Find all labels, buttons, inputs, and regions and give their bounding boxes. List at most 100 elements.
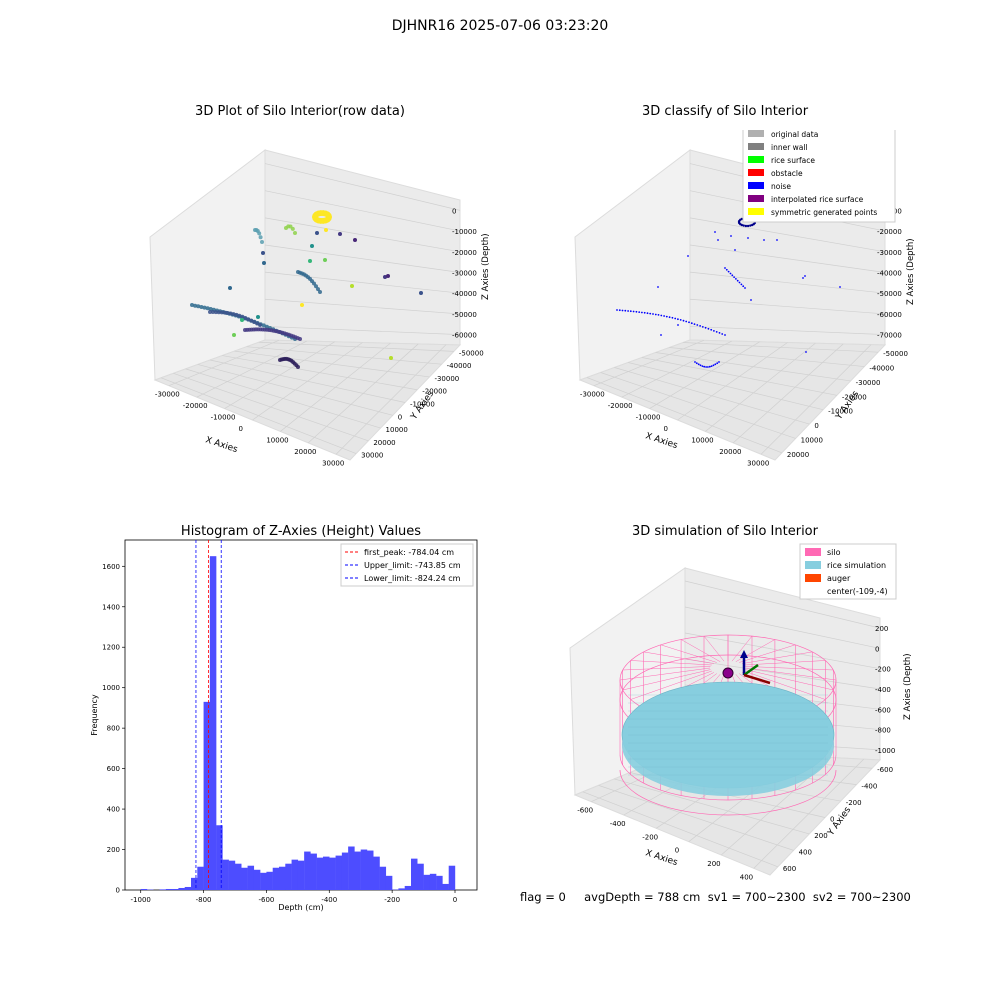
histogram-bar: [348, 846, 355, 890]
legend-label: original data: [771, 130, 818, 139]
histogram-bar: [398, 888, 405, 890]
y-tick-label: 400: [107, 806, 120, 814]
z-tick: -200: [875, 666, 891, 674]
y-tick: -10000: [828, 408, 853, 416]
histogram-bar: [297, 860, 305, 890]
x-tick-label: -800: [196, 896, 212, 904]
legend: first_peak: -784.04 cm Upper_limit: -743.…: [340, 543, 474, 587]
y-tick-labels: 30000 20000 10000 0 -10000 -20000 -30000 -40000…: [361, 349, 484, 459]
z-tick: -60000: [877, 311, 902, 319]
x-tick: 0: [239, 425, 243, 433]
z-tick: -1000: [875, 747, 895, 755]
z-tick: -20000: [877, 228, 902, 236]
histogram-bar: [360, 849, 368, 890]
x-tick: -200: [642, 833, 658, 841]
legend-label: Lower_limit: -824.24 cm: [364, 574, 461, 583]
x-tick: 400: [740, 873, 753, 880]
z-tick: -600: [875, 706, 891, 714]
z-axis-label: Z Axies (Depth): [481, 233, 491, 300]
y-tick: 600: [783, 865, 796, 873]
histogram-bar: [222, 859, 229, 890]
x-tick: 20000: [294, 448, 316, 456]
legend-swatch: [748, 195, 764, 202]
z-tick: -50000: [877, 290, 902, 298]
legend-swatch: [748, 143, 764, 150]
y-tick-label: 1000: [102, 684, 120, 692]
histogram-bar: [266, 871, 273, 890]
y-tick: -50000: [883, 350, 908, 358]
histogram-bar: [184, 886, 192, 890]
z-tick: -60000: [452, 332, 477, 340]
histogram-bar: [228, 860, 236, 890]
histogram-bar: [235, 863, 242, 890]
histogram-bar: [411, 858, 418, 890]
z-tick-labels: 200 0 -200 -400 -600 -800 -1000: [875, 625, 895, 755]
histogram-bar: [436, 875, 443, 890]
histogram-bar: [253, 869, 261, 890]
y-tick-labels: 20000 10000 0 -10000 -20000 -30000 -40000 -5000…: [787, 350, 908, 459]
histogram-bar: [323, 856, 330, 890]
y-tick: 20000: [373, 439, 395, 447]
grid-lines: [160, 163, 461, 455]
legend-label: rice surface: [771, 156, 815, 165]
z-tick: -20000: [452, 249, 477, 257]
histogram-bar: [285, 863, 292, 890]
x-axis-label: Depth (cm): [278, 903, 323, 912]
histogram-bar: [448, 865, 456, 890]
x-tick: -30000: [155, 391, 180, 399]
z-tick-labels: 0 -10000 -20000 -30000 -40000 -50000 -60000: [452, 207, 477, 339]
x-tick-label: -600: [258, 896, 274, 904]
histogram-bar: [385, 875, 393, 890]
raw-points: [190, 210, 423, 369]
z-tick: 200: [875, 625, 888, 633]
y-axis-label: Frequency: [90, 694, 99, 736]
legend-swatch: [748, 182, 764, 189]
status-footer: flag = 0 avgDepth = 788 cm sv1 = 700~230…: [520, 890, 911, 904]
y-tick: -200: [846, 799, 862, 807]
x-tick-label: 0: [453, 896, 457, 904]
noise-points: [616, 216, 841, 368]
histogram-bar: [197, 866, 204, 890]
y-tick: 0: [814, 422, 818, 430]
y-tick: -50000: [459, 349, 484, 357]
y-tick: -20000: [842, 393, 867, 401]
histogram-bar: [191, 877, 198, 890]
histogram-bar: [310, 853, 317, 890]
legend-label: first_peak: -784.04 cm: [364, 548, 454, 557]
x-axis-label: X Axies: [644, 431, 679, 451]
y-tick: -400: [861, 783, 877, 791]
legend-label: obstacle: [771, 169, 803, 178]
z-axis-label: Z Axies (Depth): [903, 653, 913, 720]
y-tick: 200: [814, 832, 827, 840]
z-tick: -10000: [452, 228, 477, 236]
histogram-bar: [304, 851, 311, 890]
x-tick: 30000: [747, 459, 769, 467]
x-tick: -30000: [580, 391, 605, 399]
panel2-title: 3D classify of Silo Interior: [641, 104, 809, 119]
histogram-bar: [216, 825, 223, 890]
histogram-bar: [404, 885, 412, 890]
x-tick: 0: [675, 847, 679, 855]
histogram-bar: [316, 857, 324, 890]
plot-area: [124, 539, 478, 891]
x-tick: 10000: [266, 436, 288, 444]
x-tick-label: -200: [384, 896, 400, 904]
x-axis-label: X Axies: [204, 435, 239, 455]
histogram-bar: [159, 889, 167, 890]
legend-swatch: [805, 548, 821, 556]
histogram-bar: [260, 872, 267, 890]
histogram-bar: [279, 866, 286, 890]
z-tick: -40000: [877, 270, 902, 278]
rice-surface: [621, 681, 835, 796]
y-tick: 400: [799, 848, 812, 856]
legend-swatch: [748, 169, 764, 176]
histogram-bar: [367, 850, 374, 890]
histogram-bar: [291, 859, 299, 890]
x-tick: 20000: [719, 448, 741, 456]
auger: [722, 650, 771, 685]
y-tick: 10000: [386, 426, 408, 434]
legend: original data inner wall rice surface obsta…: [742, 130, 896, 223]
